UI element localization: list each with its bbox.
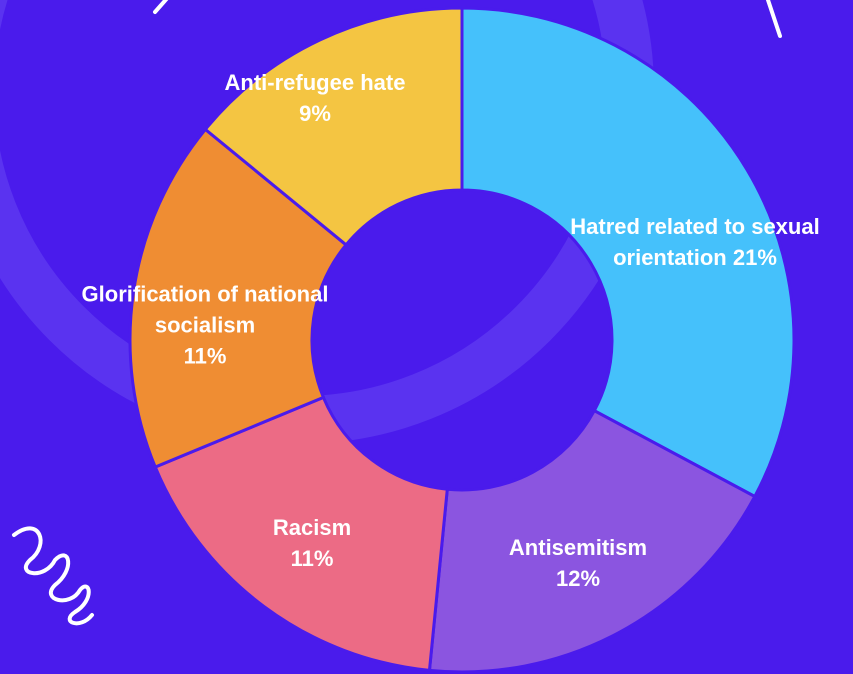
decoration	[766, 0, 782, 38]
slice-label: Hatred related to sexual orientation 21%	[540, 211, 850, 273]
donut	[128, 6, 796, 674]
donut-slice	[203, 6, 464, 247]
donut-slice	[153, 395, 449, 673]
scribble	[12, 526, 94, 626]
category-label: Glorification of national socialism	[81, 281, 329, 338]
value-label: 11%	[183, 343, 227, 369]
category-label: Racism	[272, 515, 352, 540]
value-label: 11%	[290, 546, 334, 571]
category-label: Antisemitism	[508, 535, 648, 560]
donut-slice	[460, 6, 796, 499]
category-label: Hatred related to sexual orientation	[570, 214, 820, 270]
donut-slice	[427, 408, 757, 674]
slice-label: Anti-refugee hate 9%	[185, 67, 445, 129]
decoration	[153, 0, 169, 14]
value-label: 21%	[732, 245, 777, 270]
slice-label: Glorification of national socialism 11%	[75, 279, 335, 372]
value-label: 9%	[299, 101, 331, 126]
value-label: 12%	[555, 566, 601, 591]
slice-label: Antisemitism 12%	[468, 532, 688, 594]
donut-slice	[128, 127, 349, 470]
slice-label: Racism 11%	[222, 512, 402, 574]
category-label: Anti-refugee hate	[224, 70, 406, 95]
